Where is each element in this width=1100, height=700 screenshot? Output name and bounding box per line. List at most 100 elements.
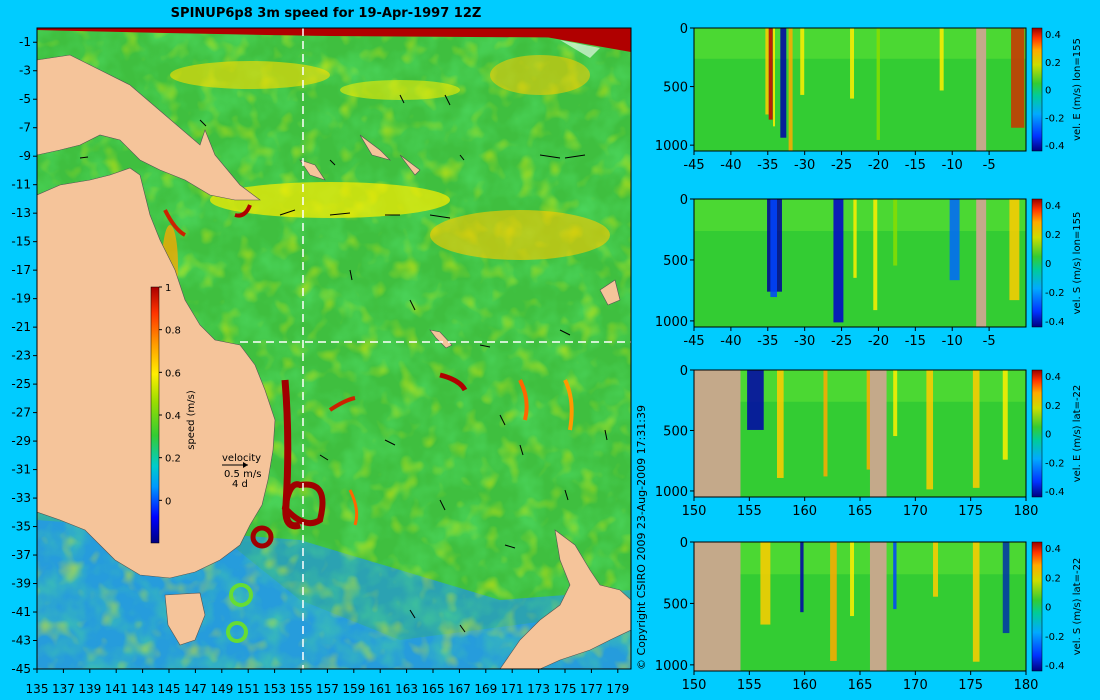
panel-stripe — [893, 542, 897, 610]
lon-tick-label: 167 — [448, 682, 471, 696]
panel-stripe — [823, 370, 828, 477]
panel-x-tick-label: 165 — [848, 504, 873, 519]
lon-tick-label: 157 — [316, 682, 339, 696]
panel-stripe — [866, 370, 872, 470]
panel-y-tick-label: 0 — [680, 22, 688, 37]
lon-tick-label: 151 — [237, 682, 260, 696]
panel-colorbar-tick: -0.2 — [1045, 288, 1065, 299]
panel-stripe — [770, 199, 777, 298]
panel-stripe — [876, 28, 880, 140]
panel-stripe — [873, 199, 878, 311]
lon-tick-label: 177 — [580, 682, 603, 696]
lat-tick-label: -23 — [11, 349, 31, 363]
lon-tick-label: 161 — [369, 682, 392, 696]
panel-stripe — [694, 370, 741, 497]
panel-y-tick-label: 1000 — [655, 485, 688, 500]
panel-stripe — [830, 542, 837, 661]
lat-tick-label: -33 — [11, 491, 31, 505]
panel-colorbar-tick: 0.2 — [1045, 58, 1061, 69]
lat-tick-label: -19 — [11, 292, 31, 306]
panel-x-tick-label: -5 — [983, 158, 996, 173]
panel-stripe — [694, 542, 741, 671]
panel-stripe — [765, 28, 769, 115]
panel-colorbar-tick: 0 — [1045, 86, 1051, 97]
panel-x-tick-label: 175 — [958, 678, 983, 693]
panel-stripe — [893, 199, 898, 266]
panel-x-tick-label: -15 — [905, 158, 926, 173]
panel-x-tick-label: -45 — [683, 334, 704, 349]
panel-stripe — [972, 370, 980, 488]
panel-y-tick-label: 0 — [680, 536, 688, 551]
panel-colorbar — [1031, 541, 1043, 672]
lat-tick-label: -45 — [11, 662, 31, 676]
panel-colorbar-tick: 0.4 — [1045, 544, 1061, 555]
map-title: SPINUP6p8 3m speed for 19-Apr-1997 12Z — [171, 6, 482, 21]
panel-stripe — [800, 28, 805, 95]
lat-tick-label: -5 — [19, 92, 31, 106]
panel-stripe — [800, 542, 804, 613]
panel-colorbar-tick: -0.2 — [1045, 113, 1065, 124]
panel-y-tick-label: 500 — [663, 254, 688, 269]
panel-x-tick-label: 160 — [792, 504, 817, 519]
lon-tick-label: 139 — [78, 682, 101, 696]
panel-stripe — [1002, 370, 1008, 460]
speed-colorbar: 0 0.2 0.4 0.6 0.8 1 speed (m/s) — [150, 283, 197, 544]
panel-stripe — [939, 28, 944, 91]
panel-colorbar-tick: 0 — [1045, 603, 1051, 614]
panel-stripe — [777, 370, 784, 478]
section-panel-4: 150 155 160 165 170 175 180 0 500 1000 0.4 0.2 0 -0.2… — [655, 536, 1083, 693]
panel-stripe — [768, 28, 773, 120]
colorbar-tick-label: 0 — [165, 496, 171, 507]
velocity-arrows — [79, 94, 608, 633]
panel-x-tick-label: -45 — [683, 158, 704, 173]
panel-stripe — [926, 370, 934, 490]
panel-colorbar-tick: 0.4 — [1045, 372, 1061, 383]
panel-y-tick-label: 500 — [663, 81, 688, 96]
panel-x-tick-label: 155 — [737, 504, 762, 519]
lat-tick-label: -17 — [11, 263, 31, 277]
panel-stripe — [1002, 542, 1010, 634]
panel-stripe — [780, 28, 787, 138]
panel-x-tick-label: -30 — [794, 158, 815, 173]
lat-tick-label: -21 — [11, 320, 31, 334]
panel-x-tick-label: 155 — [737, 678, 762, 693]
lon-tick-label: 149 — [210, 682, 233, 696]
panel-label: vel. S (m/s) lat=-22 — [1072, 558, 1083, 656]
lon-tick-label: 135 — [26, 682, 49, 696]
panel-x-tick-label: -30 — [794, 334, 815, 349]
panel-x-tick-label: 180 — [1014, 504, 1039, 519]
panel-stripe — [1009, 199, 1020, 301]
panel-y-tick-label: 500 — [663, 424, 688, 439]
lat-tick-label: -11 — [11, 178, 31, 192]
lat-tick-label: -7 — [19, 121, 31, 135]
colorbar-tick-label: 0.6 — [165, 368, 181, 379]
lon-tick-label: 175 — [554, 682, 577, 696]
lat-tick-label: -15 — [11, 235, 31, 249]
panel-stripe — [869, 542, 887, 671]
panel-colorbar — [1031, 198, 1043, 328]
panel-stripe — [788, 28, 793, 151]
panel-x-tick-label: -15 — [905, 334, 926, 349]
lon-tick-label: 137 — [52, 682, 75, 696]
panel-stripe — [850, 28, 855, 99]
panel-stripe — [853, 199, 857, 278]
panel-stripe — [1011, 28, 1025, 128]
panel-colorbar-tick: 0 — [1045, 259, 1051, 270]
lat-tick-label: -39 — [11, 577, 31, 591]
lat-tick-label: -37 — [11, 548, 31, 562]
lat-tick-label: -3 — [19, 64, 31, 78]
panel-colorbar-tick: -0.4 — [1045, 487, 1065, 498]
panel-colorbar-tick: -0.2 — [1045, 458, 1065, 469]
panel-colorbar-tick: 0.4 — [1045, 30, 1061, 41]
velocity-key-value: 0.5 m/s — [224, 469, 261, 480]
lon-tick-label: 179 — [606, 682, 629, 696]
colorbar-tick-label: 0.2 — [165, 454, 181, 465]
panel-stripe — [760, 542, 771, 625]
map-lon-ticks: 135 137 139 141 143 145 147 149 151 153 155 157 159 1… — [26, 669, 629, 696]
panel-colorbar-tick: 0 — [1045, 430, 1051, 441]
lat-tick-label: -35 — [11, 520, 31, 534]
panel-x-tick-label: 165 — [848, 678, 873, 693]
lon-tick-label: 141 — [105, 682, 128, 696]
panel-stripe — [976, 199, 987, 327]
